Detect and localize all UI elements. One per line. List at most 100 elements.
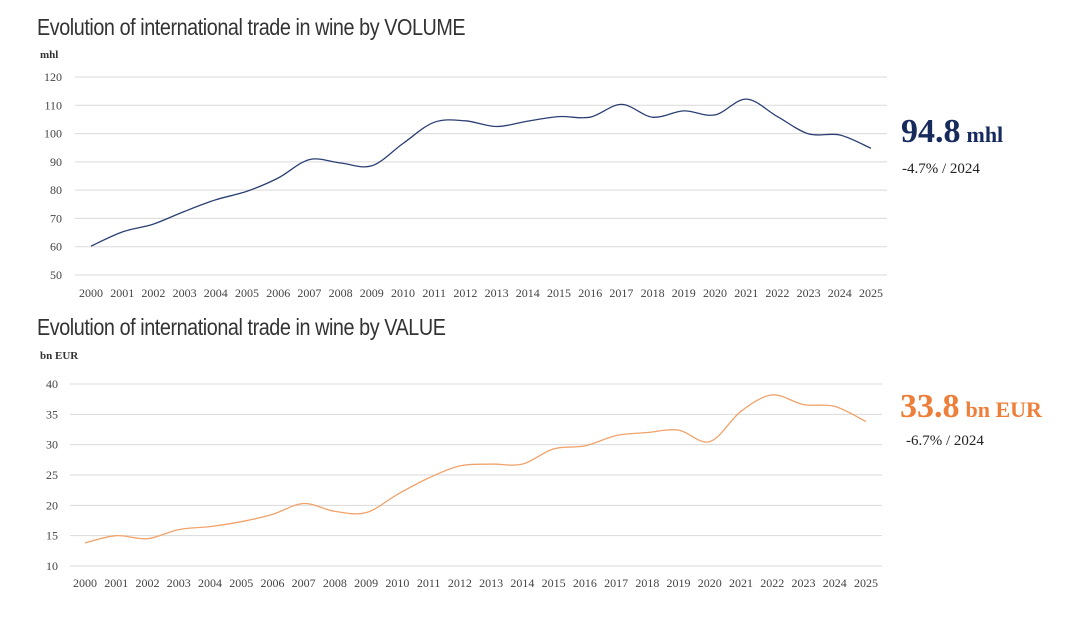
volume-x-tick-label: 2019 (672, 286, 696, 300)
value-data-point (709, 441, 710, 442)
value-x-tick-label: 2023 (792, 576, 816, 590)
volume-unit-label: mhl (40, 49, 59, 61)
volume-x-tick-label: 2004 (204, 286, 228, 300)
value-x-tick-label: 2011 (417, 576, 441, 590)
value-x-tick-label: 2022 (760, 576, 784, 590)
value-x-tick-label: 2024 (823, 576, 847, 590)
value-series-line (84, 394, 867, 544)
value-x-tick-label: 2009 (354, 576, 378, 590)
value-x-tick-label: 2015 (542, 576, 566, 590)
value-x-tick-label: 2004 (198, 576, 222, 590)
value-data-point (116, 535, 117, 536)
volume-x-tick-label: 2001 (110, 286, 134, 300)
value-data-point (584, 445, 585, 446)
volume-y-tick-label: 80 (50, 183, 62, 197)
value-data-point (678, 430, 679, 431)
value-data-point (397, 494, 398, 495)
volume-x-tick-label: 2009 (360, 286, 384, 300)
value-data-point (209, 526, 210, 527)
value-x-tick-label: 2012 (448, 576, 472, 590)
value-data-point (834, 406, 835, 407)
volume-x-tick-label: 2021 (734, 286, 758, 300)
value-data-point (178, 529, 179, 530)
value-data-point (241, 521, 242, 522)
value-x-tick-label: 2002 (135, 576, 159, 590)
value-data-point (803, 404, 804, 405)
volume-x-tick-label: 2011 (422, 286, 446, 300)
value-x-tick-label: 2001 (104, 576, 128, 590)
volume-x-tick-label: 2016 (578, 286, 602, 300)
value-data-point (272, 514, 273, 515)
value-data-point (459, 465, 460, 466)
value-data-point (84, 542, 85, 543)
value-x-tick-label: 2016 (573, 576, 597, 590)
volume-x-tick-label: 2000 (79, 286, 103, 300)
volume-y-tick-label: 70 (50, 211, 62, 225)
value-x-tick-label: 2000 (73, 576, 97, 590)
value-x-tick-label: 2017 (604, 576, 628, 590)
volume-y-tick-label: 100 (44, 127, 62, 141)
value-data-point (522, 463, 523, 464)
volume-x-tick-label: 2025 (859, 286, 883, 300)
volume-x-tick-label: 2023 (797, 286, 821, 300)
value-change: -6.7% / 2024 (906, 433, 984, 449)
value-x-tick-label: 2013 (479, 576, 503, 590)
value-data-point (491, 463, 492, 464)
volume-headline: 94.8 mhl (901, 113, 1003, 151)
volume-x-tick-label: 2022 (765, 286, 789, 300)
value-x-tick-label: 2025 (854, 576, 878, 590)
value-y-tick-label: 40 (46, 377, 58, 391)
value-unit-label: bn EUR (40, 350, 79, 362)
volume-chart-title: Evolution of international trade in wine… (37, 14, 466, 40)
volume-x-tick-label: 2002 (141, 286, 165, 300)
volume-change: -4.7% / 2024 (902, 161, 980, 177)
volume-y-tick-label: 60 (50, 240, 62, 254)
volume-x-tick-label: 2012 (453, 286, 477, 300)
value-headline-value: 33.8 (900, 388, 960, 425)
value-x-tick-label: 2010 (385, 576, 409, 590)
value-data-point (553, 448, 554, 449)
volume-x-tick-label: 2003 (173, 286, 197, 300)
value-x-tick-label: 2006 (260, 576, 284, 590)
value-x-tick-label: 2018 (635, 576, 659, 590)
value-x-tick-label: 2007 (292, 576, 316, 590)
value-headline: 33.8 bn EUR (900, 388, 1042, 426)
value-data-point (303, 503, 304, 504)
value-y-tick-label: 30 (46, 438, 58, 452)
value-x-tick-label: 2003 (167, 576, 191, 590)
volume-x-tick-label: 2008 (329, 286, 353, 300)
volume-headline-unit: mhl (966, 122, 1004, 147)
volume-x-tick-label: 2020 (703, 286, 727, 300)
volume-x-tick-label: 2010 (391, 286, 415, 300)
value-data-point (615, 435, 616, 436)
value-data-point (334, 511, 335, 512)
value-x-tick-label: 2005 (229, 576, 253, 590)
value-data-point (647, 432, 648, 433)
volume-x-tick-label: 2006 (266, 286, 290, 300)
value-data-point (865, 421, 866, 422)
volume-series-line (90, 98, 872, 247)
value-x-tick-label: 2021 (729, 576, 753, 590)
volume-line-chart: 50 60 70 80 90 100 110 120 2000 2001 2002 2003 2004 2… (44, 70, 887, 300)
volume-x-tick-label: 2005 (235, 286, 259, 300)
value-x-tick-label: 2014 (510, 576, 534, 590)
volume-x-tick-label: 2013 (485, 286, 509, 300)
value-y-tick-label: 25 (46, 468, 58, 482)
volume-y-tick-label: 110 (44, 98, 62, 112)
value-y-tick-label: 10 (46, 559, 58, 573)
volume-x-tick-label: 2007 (297, 286, 321, 300)
value-data-point (147, 538, 148, 539)
value-data-point (772, 394, 773, 395)
value-data-point (740, 411, 741, 412)
value-headline-unit: bn EUR (965, 397, 1042, 422)
volume-y-tick-label: 50 (50, 268, 62, 282)
volume-x-tick-label: 2024 (828, 286, 852, 300)
volume-y-tick-label: 120 (44, 70, 62, 84)
volume-x-tick-label: 2014 (516, 286, 540, 300)
value-x-tick-label: 2008 (323, 576, 347, 590)
volume-headline-value: 94.8 (901, 113, 961, 150)
volume-y-tick-label: 90 (50, 155, 62, 169)
value-data-point (366, 512, 367, 513)
value-y-tick-label: 15 (46, 529, 58, 543)
